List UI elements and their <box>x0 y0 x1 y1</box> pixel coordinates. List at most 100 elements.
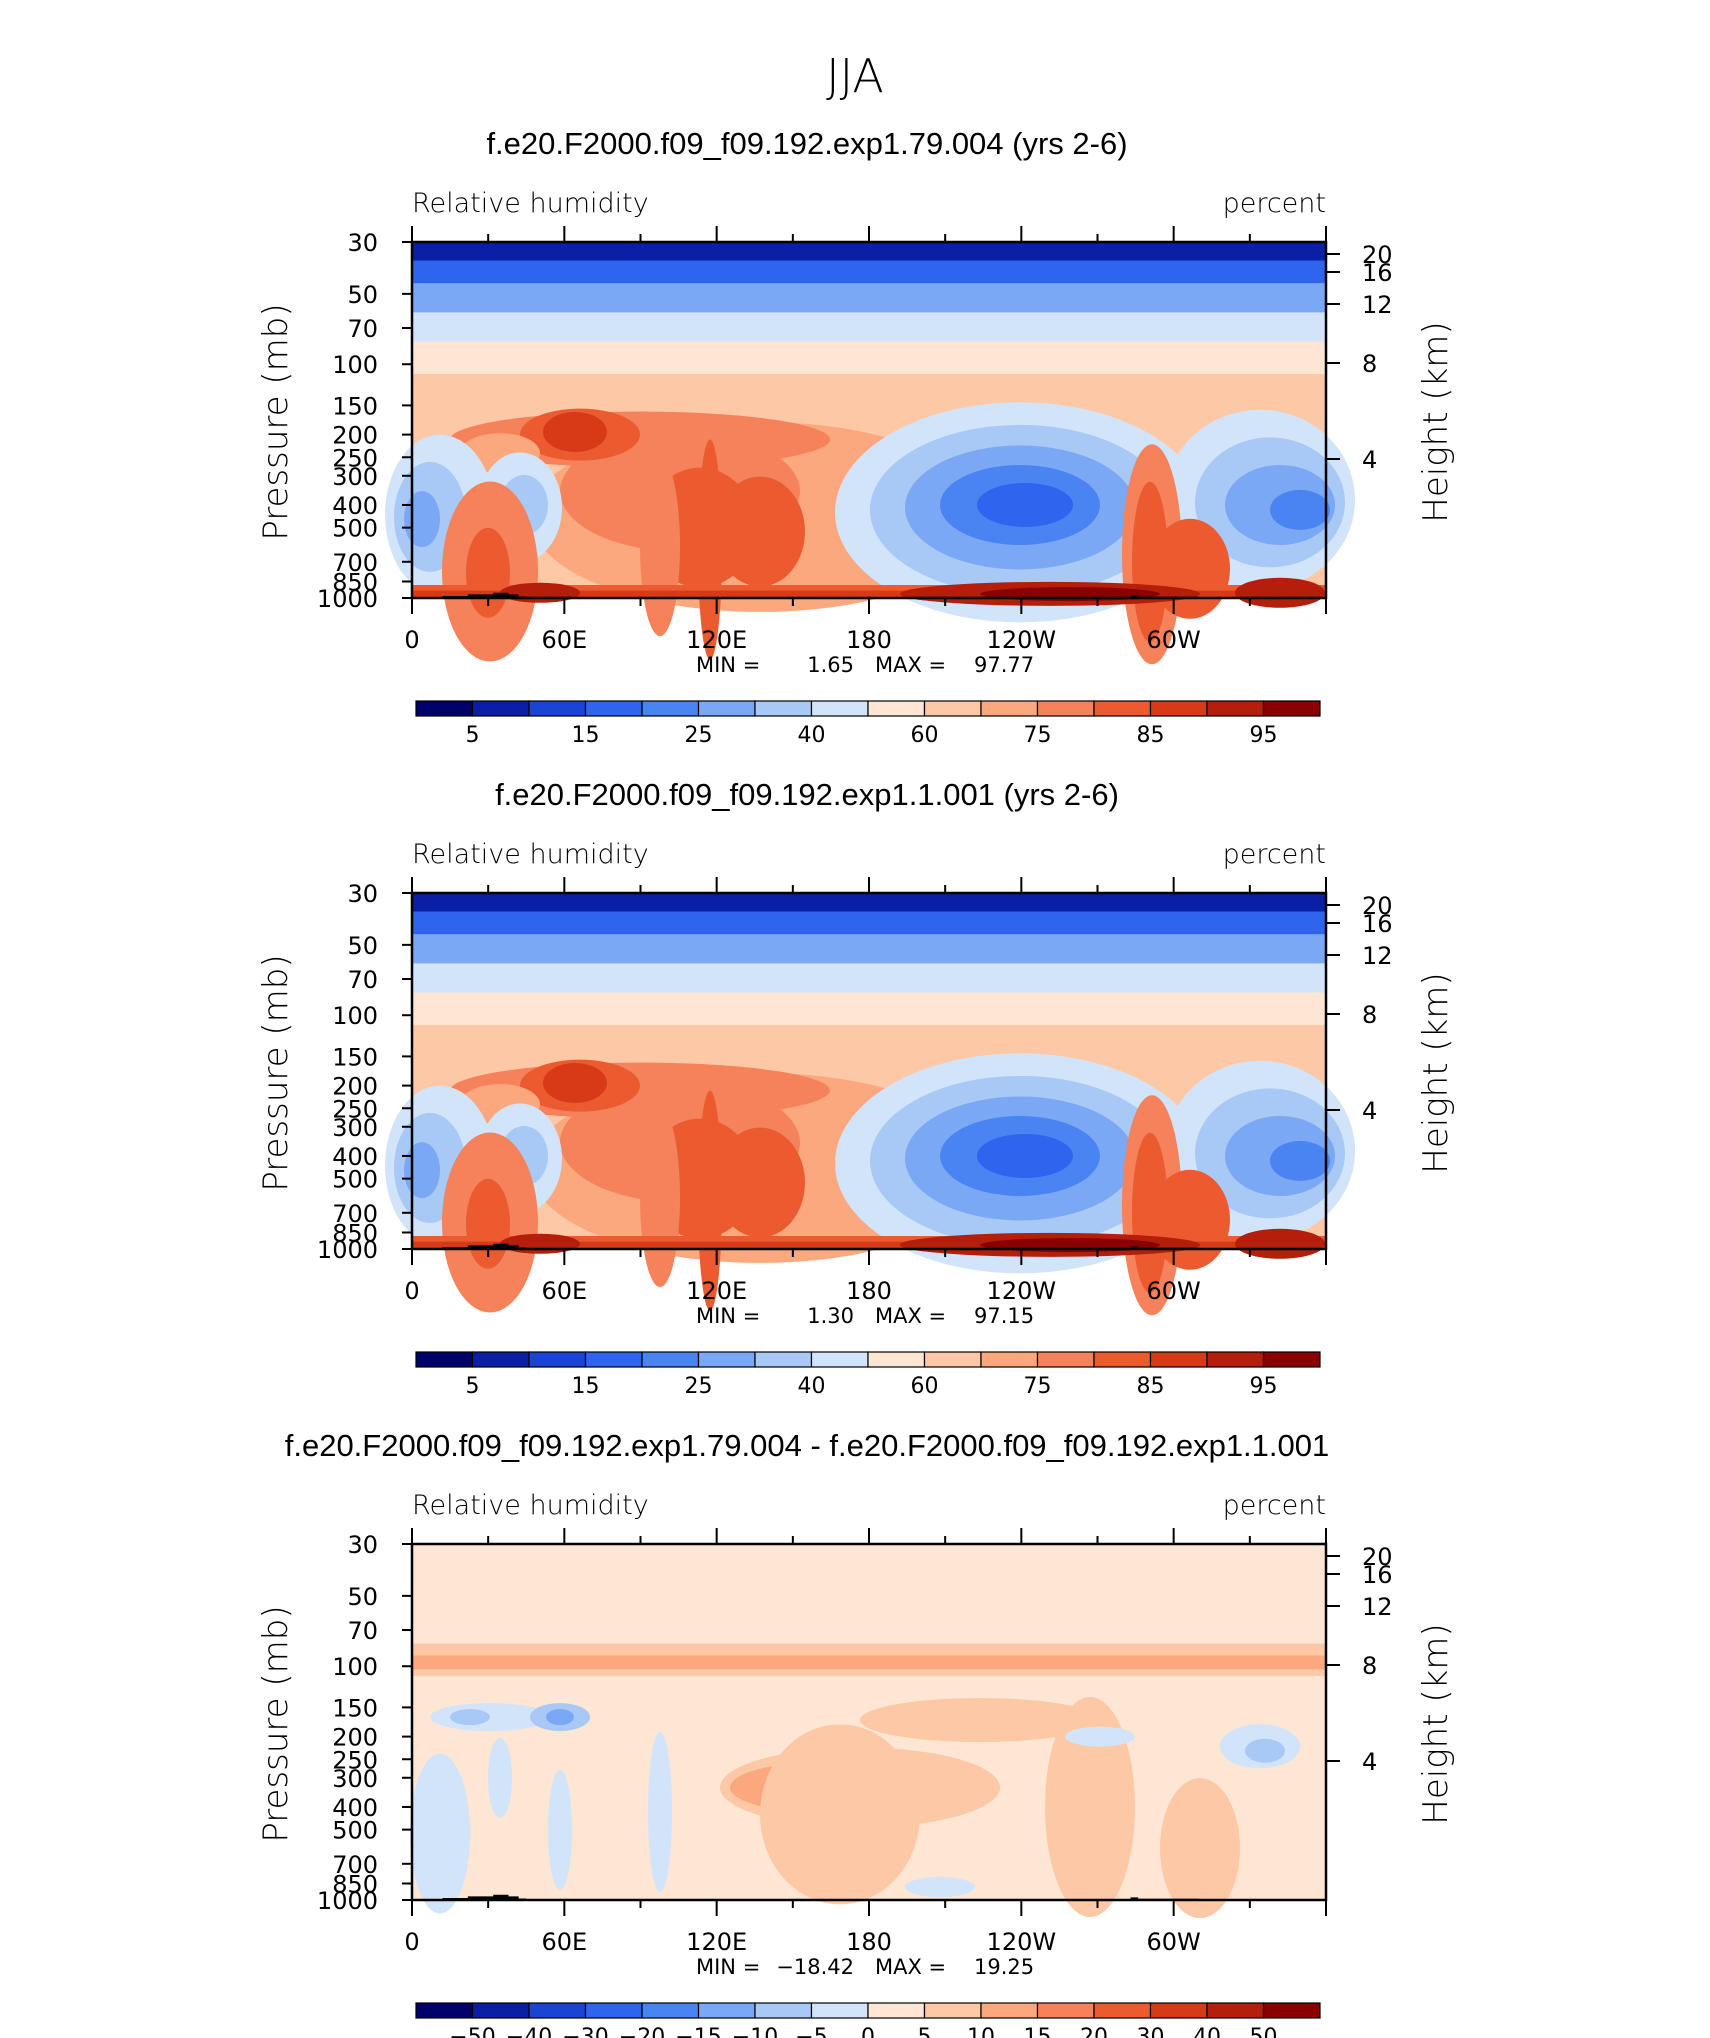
field-region <box>1235 577 1325 608</box>
field-region <box>1270 489 1330 530</box>
right-tick-label: 4 <box>1362 446 1377 474</box>
variable-label: Relative humidity <box>412 839 649 870</box>
colorbar-swatch <box>471 700 530 717</box>
y-tick-label: 250 <box>332 444 378 472</box>
colorbar-swatch <box>754 700 813 717</box>
colorbar-label: 5 <box>466 723 480 748</box>
field-region <box>412 242 1326 261</box>
y-tick-label: 850 <box>332 1871 378 1899</box>
colorbar-label: −10 <box>732 2025 778 2038</box>
field-region <box>1045 1696 1135 1917</box>
y-axis-title: Pressure (mb) <box>256 954 296 1191</box>
colorbar-label: −5 <box>795 2025 827 2038</box>
colorbar-swatch <box>584 700 643 717</box>
contour-field <box>385 242 1355 665</box>
colorbar-swatch <box>415 1351 474 1368</box>
field-region <box>1235 1228 1325 1259</box>
colorbar-label: 60 <box>911 723 939 748</box>
field-region <box>450 1709 490 1726</box>
colorbar-swatch <box>980 2002 1039 2019</box>
colorbar-swatch <box>1149 2002 1208 2019</box>
right-tick-label: 20 <box>1362 1543 1393 1571</box>
y-tick-label: 300 <box>332 1765 378 1793</box>
field-region <box>500 582 580 603</box>
colorbar-label: 75 <box>1024 723 1052 748</box>
y-tick-label: 70 <box>347 966 378 994</box>
x-tick-label: 180 <box>846 1277 892 1305</box>
colorbar-swatch <box>980 1351 1039 1368</box>
colorbar-swatch <box>415 2002 474 2019</box>
y-tick-label: 700 <box>332 549 378 577</box>
colorbar: 5 15 25 40 60 75 85 95 <box>415 1351 1321 1399</box>
y-tick-label: 500 <box>332 1166 378 1194</box>
colorbar-label: 5 <box>466 1374 480 1399</box>
x-tick-label: 180 <box>846 626 892 654</box>
colorbar-swatch <box>923 700 982 717</box>
colorbar-swatch <box>923 1351 982 1368</box>
colorbar-label: 40 <box>798 1374 826 1399</box>
colorbar-swatch <box>1149 1351 1208 1368</box>
field-region <box>977 1133 1073 1178</box>
colorbar-swatch <box>584 2002 643 2019</box>
field-region <box>860 1698 1100 1743</box>
colorbar-label: 25 <box>685 723 713 748</box>
right-tick-label: 12 <box>1362 1593 1393 1621</box>
colorbar-swatch <box>1206 1351 1265 1368</box>
y-tick-label: 400 <box>332 1794 378 1822</box>
colorbar-swatch <box>810 2002 869 2019</box>
field-region <box>715 476 805 587</box>
y-tick-label: 500 <box>332 515 378 543</box>
colorbar-swatch <box>754 1351 813 1368</box>
field-region <box>412 590 1326 598</box>
x-tick-label: 60E <box>541 626 587 654</box>
y-axis-title-right: Height (km) <box>1416 321 1456 522</box>
y-tick-label: 250 <box>332 1746 378 1774</box>
colorbar-swatch <box>867 1351 926 1368</box>
panel-title: f.e20.F2000.f09_f09.192.exp1.1.001 (yrs … <box>495 777 1119 812</box>
y-tick-label: 200 <box>332 1724 378 1752</box>
max-label: MAX = <box>875 1304 946 1328</box>
y-tick-label: 400 <box>332 1143 378 1171</box>
x-tick-label: 120E <box>686 1277 747 1305</box>
colorbar-label: 75 <box>1024 1374 1052 1399</box>
max-value: 97.15 <box>974 1304 1034 1328</box>
y-tick-label: 30 <box>347 229 378 257</box>
y-tick-label: 100 <box>332 1002 378 1030</box>
y-tick-label: 1000 <box>317 1887 378 1915</box>
colorbar-swatch <box>641 2002 700 2019</box>
topography-region <box>442 1243 527 1249</box>
min-value: −18.42 <box>776 1955 854 1979</box>
colorbar-label: 30 <box>1137 2025 1165 2038</box>
colorbar-label: 5 <box>918 2025 932 2038</box>
field-region <box>543 1063 607 1104</box>
right-tick-label: 16 <box>1362 259 1393 287</box>
colorbar-label: 20 <box>1080 2025 1108 2038</box>
panel-title: f.e20.F2000.f09_f09.192.exp1.79.004 (yrs… <box>486 126 1127 161</box>
colorbar-label: 85 <box>1137 1374 1165 1399</box>
colorbar-swatch <box>867 700 926 717</box>
field-region <box>977 482 1073 527</box>
colorbar: 5 15 25 40 60 75 85 95 <box>415 700 1321 748</box>
y-axis-title-right: Height (km) <box>1416 972 1456 1173</box>
field-region <box>548 1769 572 1890</box>
y-tick-label: 150 <box>332 1043 378 1071</box>
y-tick-label: 250 <box>332 1095 378 1123</box>
y-tick-label: 50 <box>347 932 378 960</box>
colorbar-label: 40 <box>798 723 826 748</box>
variable-label: Relative humidity <box>412 1490 649 1521</box>
panel-title: f.e20.F2000.f09_f09.192.exp1.79.004 - f.… <box>285 1428 1330 1463</box>
field-region <box>1160 1778 1240 1919</box>
y-tick-label: 300 <box>332 463 378 491</box>
colorbar-swatch <box>697 2002 756 2019</box>
field-region <box>640 1107 680 1288</box>
y-tick-label: 700 <box>332 1200 378 1228</box>
colorbar-swatch <box>697 700 756 717</box>
colorbar-label: 15 <box>572 723 600 748</box>
y-tick-label: 30 <box>347 1531 378 1559</box>
x-tick-label: 180 <box>846 1928 892 1956</box>
colorbar-swatch <box>1206 2002 1265 2019</box>
right-tick-label: 8 <box>1362 1652 1377 1680</box>
colorbar-swatch <box>1093 1351 1152 1368</box>
x-tick-label: 60E <box>541 1928 587 1956</box>
